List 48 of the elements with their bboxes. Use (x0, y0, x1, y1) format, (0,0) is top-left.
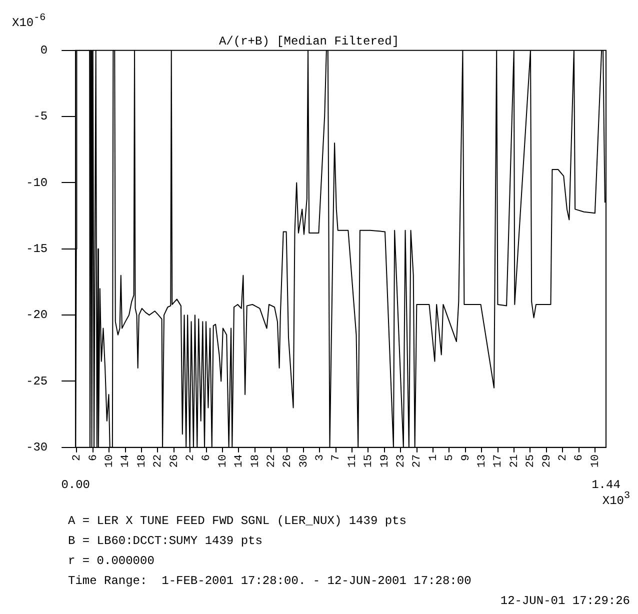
x2-tick-label: 10 (104, 454, 116, 468)
x2-tick-label: 18 (136, 454, 148, 468)
y-tick-label: 0 (40, 44, 48, 58)
text: B = LB60:DCCT:SUMY 1439 pts (68, 534, 264, 548)
x2-tick-label: 9 (460, 454, 472, 462)
text: r = 0.000000 (68, 554, 156, 568)
y-tick-label: -10 (26, 176, 48, 190)
x2-tick-label: 17 (492, 454, 505, 468)
x2-tick-label: 10 (590, 454, 602, 468)
x2-tick-label: 1 (428, 454, 440, 462)
x2-tick-label: 5 (444, 454, 456, 462)
x2-tick-label: 10 (217, 454, 230, 468)
chart-title: A/(r+B) [Median Filtered] (218, 34, 400, 48)
x2-tick-label: 26 (282, 454, 294, 468)
x2-tick-label: 11 (346, 454, 359, 468)
x2-tick-label: 29 (541, 454, 554, 468)
x2-tick-label: 26 (168, 454, 181, 468)
y-tick-label: -20 (26, 308, 48, 322)
x2-tick-label: 15 (363, 454, 376, 468)
x2-tick-label: 13 (476, 454, 488, 468)
y-tick-label: -15 (26, 242, 48, 256)
x-tick-label: 1.44 (592, 478, 620, 492)
x2-tick-label: 2 (184, 454, 197, 462)
text: 12-JUN-01 17:29:26 (499, 594, 630, 608)
x2-tick-label: 21 (508, 454, 521, 468)
x2-tick-label: 6 (201, 454, 214, 462)
x2-tick-label: 2 (557, 454, 570, 462)
x2-tick-label: 30 (298, 454, 310, 468)
x2-tick-label: 22 (266, 454, 278, 468)
x2-tick-label: 27 (412, 454, 424, 468)
x2-tick-label: 2 (72, 454, 84, 462)
y-tick-label: -5 (33, 110, 48, 124)
x-tick-label: 0.00 (61, 478, 90, 492)
text: A = LER X TUNE FEED FWD SGNL (LER_NUX) 1439 pts (68, 514, 408, 528)
text: Time Range: 1-FEB-2001 17:28:00. - 12-JUN-2001 17:28:00 (68, 574, 472, 588)
x2-tick-label: 25 (525, 454, 538, 468)
x2-tick-label: 14 (120, 454, 132, 468)
x2-tick-label: 3 (314, 454, 327, 462)
x2-tick-label: 7 (330, 454, 343, 462)
y-tick-label: -25 (26, 374, 48, 388)
x2-tick-label: 22 (152, 454, 165, 468)
x2-tick-label: 6 (574, 454, 586, 462)
y-tick-label: -30 (26, 440, 48, 455)
x2-tick-label: 19 (379, 454, 392, 468)
x2-tick-label: 6 (88, 454, 100, 462)
x2-tick-label: 14 (234, 454, 246, 468)
x2-tick-label: 18 (250, 454, 262, 468)
x2-tick-label: 23 (396, 454, 408, 468)
